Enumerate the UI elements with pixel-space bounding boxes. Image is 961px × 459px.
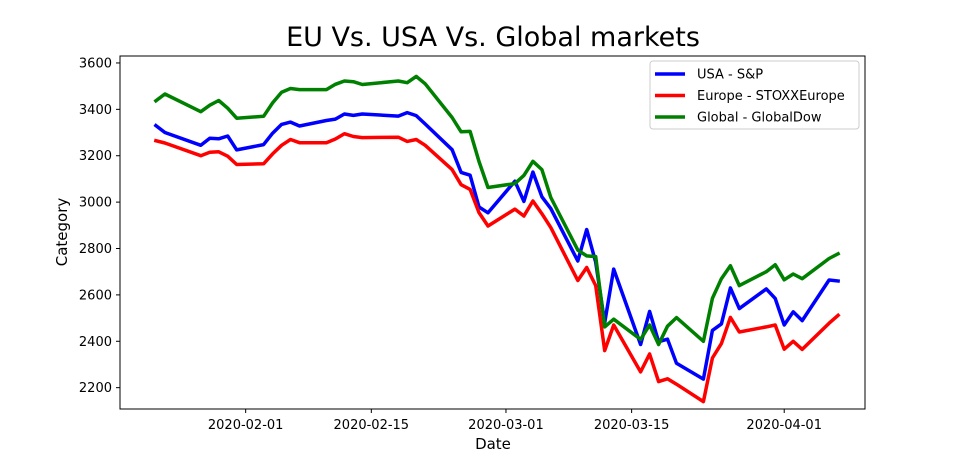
y-tick-label: 2400 xyxy=(79,335,112,350)
y-axis: 2200 2400 2600 2800 3000 3200 3400 3600 xyxy=(79,56,120,396)
y-tick-label: 3000 xyxy=(79,196,112,211)
series-line-3 xyxy=(153,74,841,347)
chart-title: EU Vs. USA Vs. Global markets xyxy=(286,22,700,53)
plot-area-frame xyxy=(119,55,866,410)
x-tick-label: 2020-02-01 xyxy=(208,418,284,433)
y-axis-label: Category xyxy=(53,198,71,267)
legend-label-3: Global - GlobalDow xyxy=(697,111,822,126)
legend: USA - S&P Europe - STOXXEurope Global - Gl… xyxy=(649,60,860,130)
series-line-2 xyxy=(153,131,841,404)
x-tick-label: 2020-04-01 xyxy=(746,418,822,433)
y-tick-label: 2200 xyxy=(79,381,112,396)
x-axis-label: Date xyxy=(475,435,511,453)
x-tick-label: 2020-02-15 xyxy=(334,418,410,433)
x-tick-label: 2020-03-15 xyxy=(594,418,670,433)
y-tick-label: 3600 xyxy=(79,56,112,71)
x-axis: 2020-02-01 2020-02-15 2020-03-01 2020-03-15… xyxy=(208,409,822,433)
y-tick-label: 3200 xyxy=(79,149,112,164)
y-tick-label: 3400 xyxy=(79,103,112,118)
series-layer xyxy=(153,74,841,404)
legend-label-1: USA - S&P xyxy=(697,68,763,83)
y-tick-label: 2800 xyxy=(79,242,112,257)
y-tick-label: 2600 xyxy=(79,288,112,303)
legend-label-2: Europe - STOXXEurope xyxy=(697,89,845,104)
legend-frame xyxy=(649,60,860,130)
series-line-1 xyxy=(153,110,841,381)
x-tick-label: 2020-03-01 xyxy=(468,418,544,433)
